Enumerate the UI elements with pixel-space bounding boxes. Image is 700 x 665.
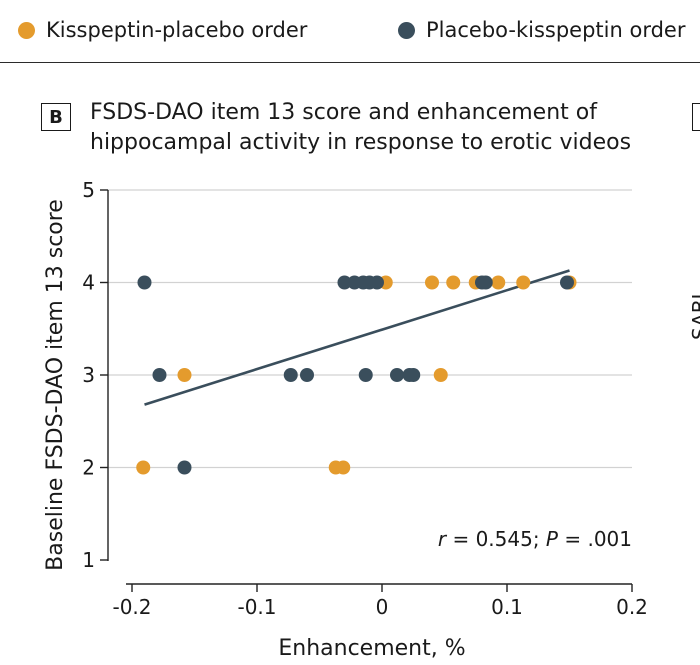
x-tick-label: 0.2 bbox=[616, 595, 648, 619]
panel-title-line-2: hippocampal activity in response to erot… bbox=[90, 130, 632, 155]
y-tick-label: 1 bbox=[82, 548, 95, 572]
axes bbox=[100, 189, 633, 592]
correlation-annotation: r = 0.545; P = .001 bbox=[438, 527, 632, 551]
legend-marker-dark bbox=[398, 21, 415, 39]
y-tick-label: 4 bbox=[82, 271, 95, 295]
panel-title-line-1: FSDS-DAO item 13 score and enhancement o… bbox=[90, 100, 597, 125]
point-kisspeptin-placebo bbox=[177, 368, 192, 382]
legend: Kisspeptin-placebo order Placebo-kisspep… bbox=[0, 0, 700, 63]
data-points bbox=[136, 275, 577, 475]
y-tick-label: 2 bbox=[82, 456, 95, 480]
point-kisspeptin-placebo bbox=[336, 460, 351, 475]
point-placebo-kisspeptin bbox=[177, 460, 192, 475]
grid-lines bbox=[108, 189, 632, 469]
point-placebo-kisspeptin bbox=[283, 368, 298, 382]
x-tick-label: -0.1 bbox=[237, 595, 276, 619]
point-kisspeptin-placebo bbox=[136, 460, 151, 475]
point-kisspeptin-placebo bbox=[446, 275, 461, 290]
x-axis-label: Enhancement, % bbox=[278, 636, 465, 661]
x-tick-label: 0.1 bbox=[491, 595, 523, 619]
y-tick-label: 5 bbox=[82, 178, 95, 202]
point-placebo-kisspeptin bbox=[406, 368, 421, 382]
point-placebo-kisspeptin bbox=[358, 368, 373, 382]
legend-label: Kisspeptin-placebo order bbox=[46, 18, 308, 42]
panel-title: FSDS-DAO item 13 score and enhancement o… bbox=[90, 98, 650, 158]
legend-item-placebo-kisspeptin: Placebo-kisspeptin order bbox=[398, 18, 686, 42]
x-tick-label: -0.2 bbox=[112, 595, 151, 619]
point-kisspeptin-placebo bbox=[425, 275, 439, 290]
legend-item-kisspeptin-placebo: Kisspeptin-placebo order bbox=[18, 18, 307, 42]
point-placebo-kisspeptin bbox=[390, 368, 404, 382]
point-placebo-kisspeptin bbox=[137, 275, 152, 290]
legend-label: Placebo-kisspeptin order bbox=[426, 18, 686, 42]
fit-line-group bbox=[144, 269, 570, 406]
point-kisspeptin-placebo bbox=[516, 275, 531, 290]
point-placebo-kisspeptin bbox=[478, 275, 493, 290]
next-panel-badge-fragment bbox=[692, 103, 700, 131]
point-placebo-kisspeptin bbox=[560, 275, 574, 290]
point-placebo-kisspeptin bbox=[337, 275, 352, 290]
legend-marker-orange bbox=[18, 21, 35, 39]
y-axis-label: Baseline FSDS-DAO item 13 score bbox=[43, 199, 68, 571]
regression-line bbox=[144, 269, 570, 406]
point-placebo-kisspeptin bbox=[300, 368, 314, 382]
point-kisspeptin-placebo bbox=[491, 275, 506, 290]
y-tick-label: 3 bbox=[82, 363, 95, 387]
panel-letter: B bbox=[41, 103, 71, 131]
point-kisspeptin-placebo bbox=[433, 368, 448, 382]
point-placebo-kisspeptin bbox=[152, 368, 167, 382]
point-placebo-kisspeptin bbox=[370, 275, 384, 290]
x-tick-label: 0 bbox=[376, 595, 389, 619]
axis-labels: 1 2 3 4 5 -0.2 -0.1 0 0.1 0.2 Enhancement, % Baseli… bbox=[43, 178, 648, 661]
